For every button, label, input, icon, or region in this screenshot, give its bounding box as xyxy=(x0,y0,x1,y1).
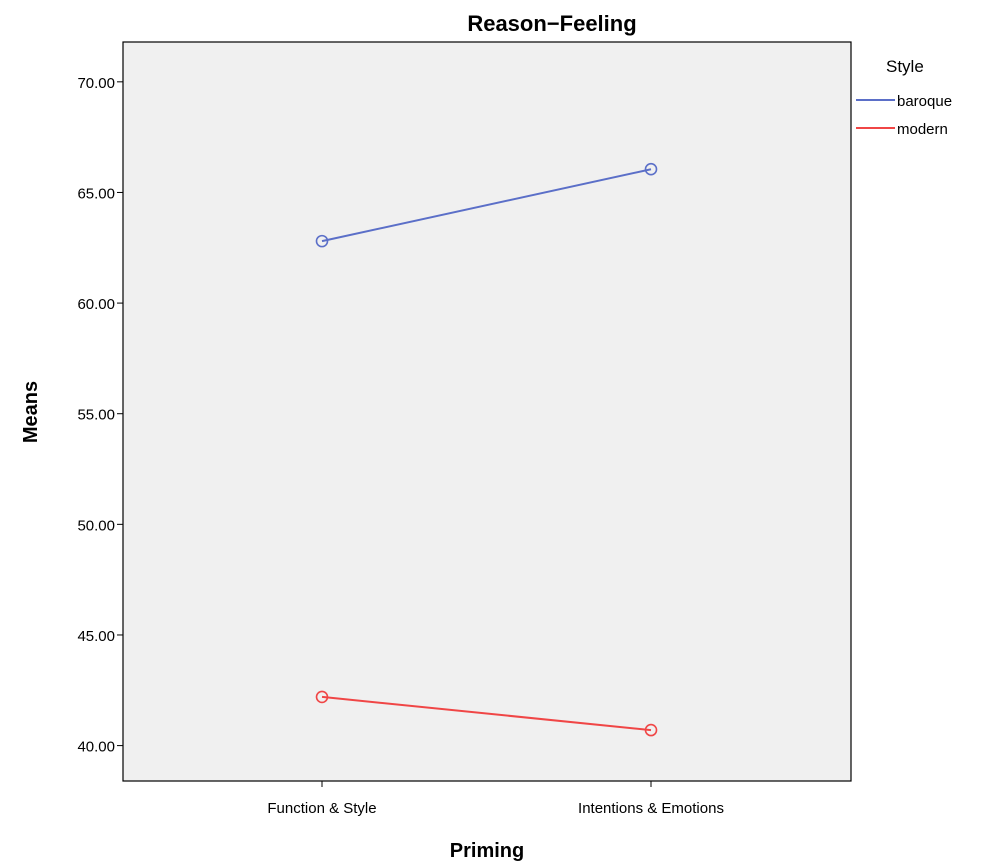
series-layer xyxy=(315,162,658,737)
y-tick-label: 60.00 xyxy=(77,296,115,313)
y-tick-label: 50.00 xyxy=(77,517,115,534)
y-tick-label: 65.00 xyxy=(77,185,115,202)
y-axis-label: Means xyxy=(20,381,42,443)
plot-area xyxy=(122,41,852,782)
legend-title: Style xyxy=(886,57,924,76)
series-line-baroque xyxy=(321,168,652,243)
y-tick-label: 55.00 xyxy=(77,407,115,424)
data-point-modern xyxy=(315,690,329,704)
series-line-modern xyxy=(321,695,652,732)
x-axis: Function & Style Intentions & Emotions xyxy=(267,781,724,817)
data-point-baroque xyxy=(315,234,329,248)
y-tick-label: 70.00 xyxy=(77,75,115,92)
legend: Style baroque modern xyxy=(856,57,952,138)
data-point-baroque xyxy=(644,162,658,176)
y-tick-label: 40.00 xyxy=(77,739,115,756)
data-point-modern xyxy=(644,723,658,737)
x-tick-label: Intentions & Emotions xyxy=(578,800,724,817)
legend-label-modern: modern xyxy=(897,121,948,138)
y-tick-label: 45.00 xyxy=(77,628,115,645)
x-tick-label: Function & Style xyxy=(267,800,376,817)
chart-title: Reason−Feeling xyxy=(467,11,636,36)
x-axis-label: Priming xyxy=(450,840,524,862)
y-axis: 40.00 45.00 50.00 55.00 60.00 65.00 70.00 xyxy=(77,75,123,756)
legend-label-baroque: baroque xyxy=(897,93,952,110)
